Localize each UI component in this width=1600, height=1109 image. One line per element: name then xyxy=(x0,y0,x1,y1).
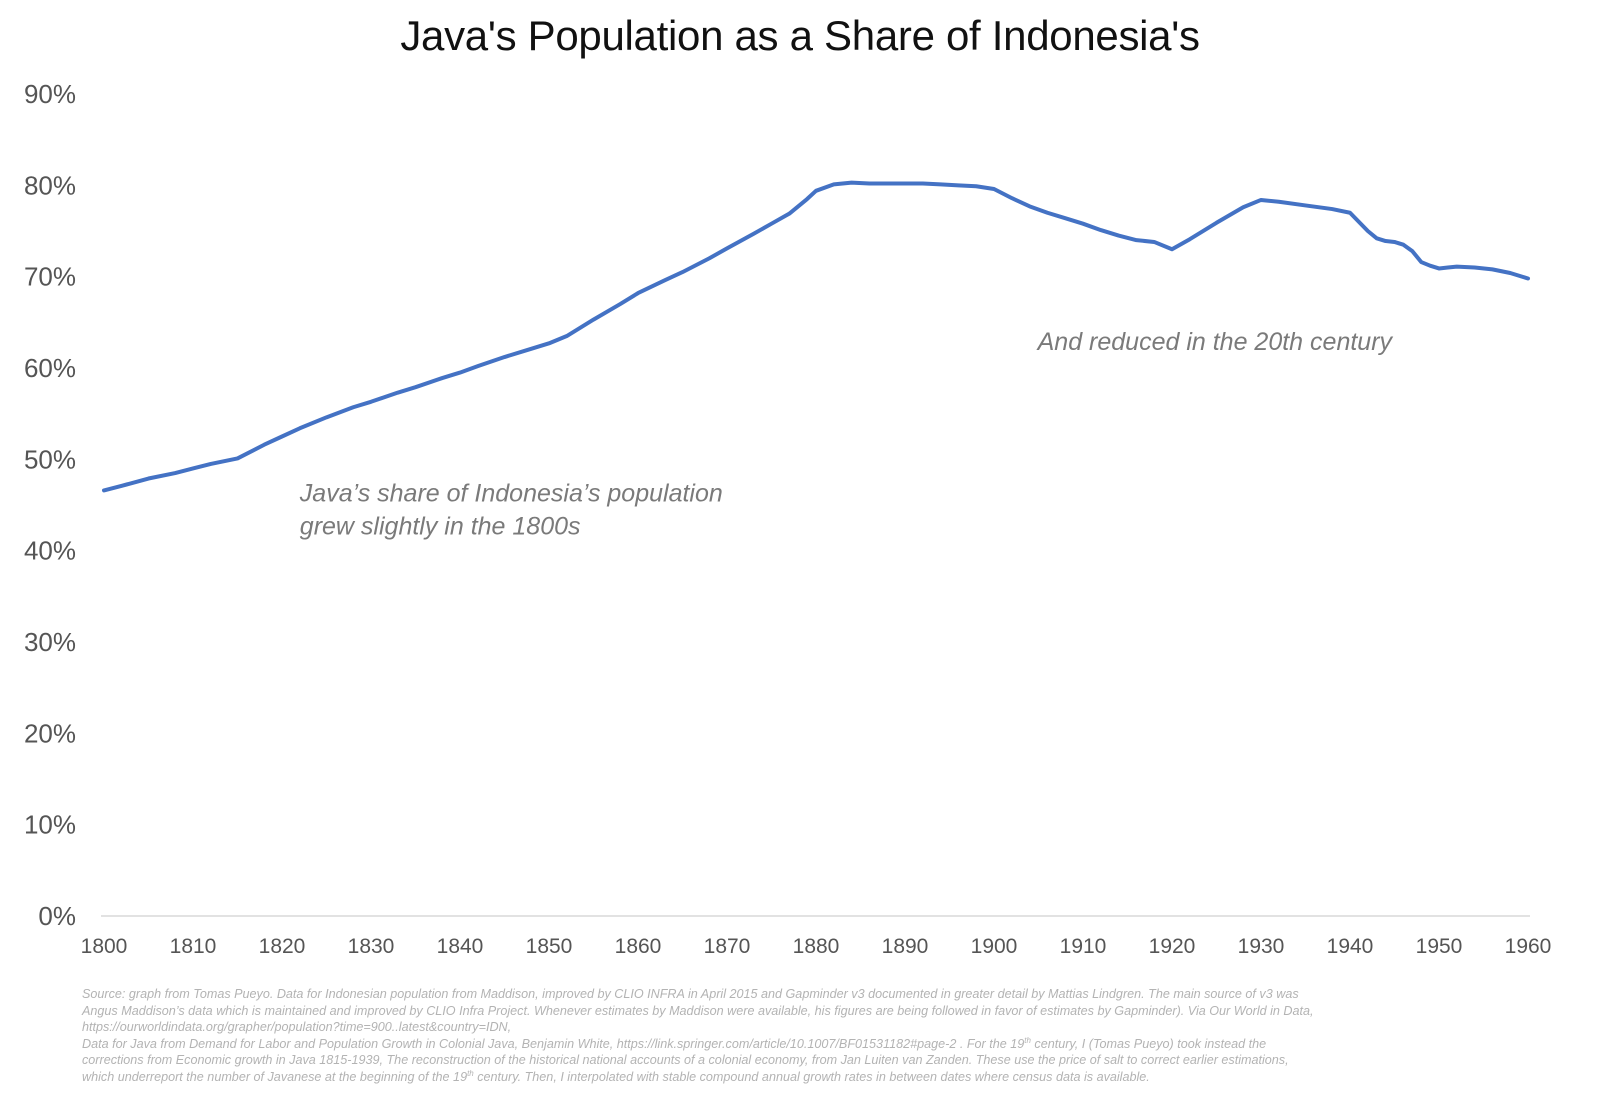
x-tick-label: 1860 xyxy=(615,935,662,958)
series-layer xyxy=(102,180,1530,493)
x-tick-label: 1820 xyxy=(259,935,306,958)
annotation-text: Java’s share of Indonesia’s population xyxy=(299,479,723,507)
source-line: Angus Maddison’s data which is maintaine… xyxy=(82,1003,1592,1020)
y-tick-label: 10% xyxy=(24,810,76,840)
x-tick-label: 1900 xyxy=(971,935,1018,958)
y-tick-label: 80% xyxy=(24,170,76,200)
x-tick-label: 1880 xyxy=(793,935,840,958)
source-text: Angus Maddison’s data which is maintaine… xyxy=(82,1003,1314,1018)
chart-title: Java's Population as a Share of Indonesi… xyxy=(400,12,1200,59)
source-text: https://ourworldindata.org/grapher/popul… xyxy=(82,1020,512,1035)
x-tick-label: 1810 xyxy=(170,935,217,958)
y-tick-label: 70% xyxy=(24,262,76,292)
source-superscript: th xyxy=(1024,1035,1031,1045)
source-text: Data for Java from Demand for Labor and … xyxy=(82,1036,1025,1051)
x-axis: 1800 1810 1820 1830 1840 1850 1860 1870 1880 1890… xyxy=(81,915,1552,958)
x-tick-label: 1960 xyxy=(1505,935,1552,958)
x-tick-label: 1920 xyxy=(1149,935,1196,958)
annotation-layer: Java’s share of Indonesia’s population gr… xyxy=(299,328,1394,541)
x-tick-label: 1870 xyxy=(704,935,751,958)
x-tick-label: 1840 xyxy=(437,935,484,958)
source-text: century. Then, I interpolated with stabl… xyxy=(473,1069,1150,1084)
y-tick-label: 40% xyxy=(24,536,76,566)
x-tick-label: 1850 xyxy=(526,935,573,958)
annotation-text: grew slightly in the 1800s xyxy=(300,512,581,540)
y-axis: 0% 10% 20% 30% 40% 50% 60% 70% 80% 90% xyxy=(24,79,76,931)
source-line: Data for Java from Demand for Labor and … xyxy=(82,1036,1592,1053)
series-line xyxy=(102,180,1530,493)
x-tick-label: 1890 xyxy=(882,935,929,958)
source-line: https://ourworldindata.org/grapher/popul… xyxy=(82,1019,1592,1036)
x-tick-label: 1910 xyxy=(1060,935,1107,958)
x-tick-label: 1830 xyxy=(348,935,395,958)
source-text: Source: graph from Tomas Pueyo. Data for… xyxy=(82,987,1299,1001)
source-line: Source: graph from Tomas Pueyo. Data for… xyxy=(82,986,1592,1003)
x-tick-label: 1930 xyxy=(1238,935,1285,958)
y-tick-label: 50% xyxy=(24,444,76,474)
source-superscript: th xyxy=(467,1068,474,1078)
x-tick-label: 1940 xyxy=(1327,935,1374,958)
source-note: Source: graph from Tomas Pueyo. Data for… xyxy=(82,986,1592,1086)
y-tick-label: 90% xyxy=(24,79,76,109)
source-text: which underreport the number of Javanese… xyxy=(82,1069,468,1084)
source-text: century, I (Tomas Pueyo) took instead th… xyxy=(1030,1036,1267,1051)
y-tick-label: 30% xyxy=(24,627,76,657)
x-tick-label: 1950 xyxy=(1416,935,1463,958)
x-tick-label: 1800 xyxy=(81,935,128,958)
source-text: corrections from Economic growth in Java… xyxy=(82,1053,1289,1068)
annotation-text: And reduced in the 20th century xyxy=(1036,328,1394,356)
source-line: corrections from Economic growth in Java… xyxy=(82,1052,1592,1069)
y-tick-label: 0% xyxy=(38,901,76,931)
y-tick-label: 20% xyxy=(24,718,76,748)
source-line: which underreport the number of Javanese… xyxy=(82,1069,1592,1086)
y-tick-label: 60% xyxy=(24,353,76,383)
